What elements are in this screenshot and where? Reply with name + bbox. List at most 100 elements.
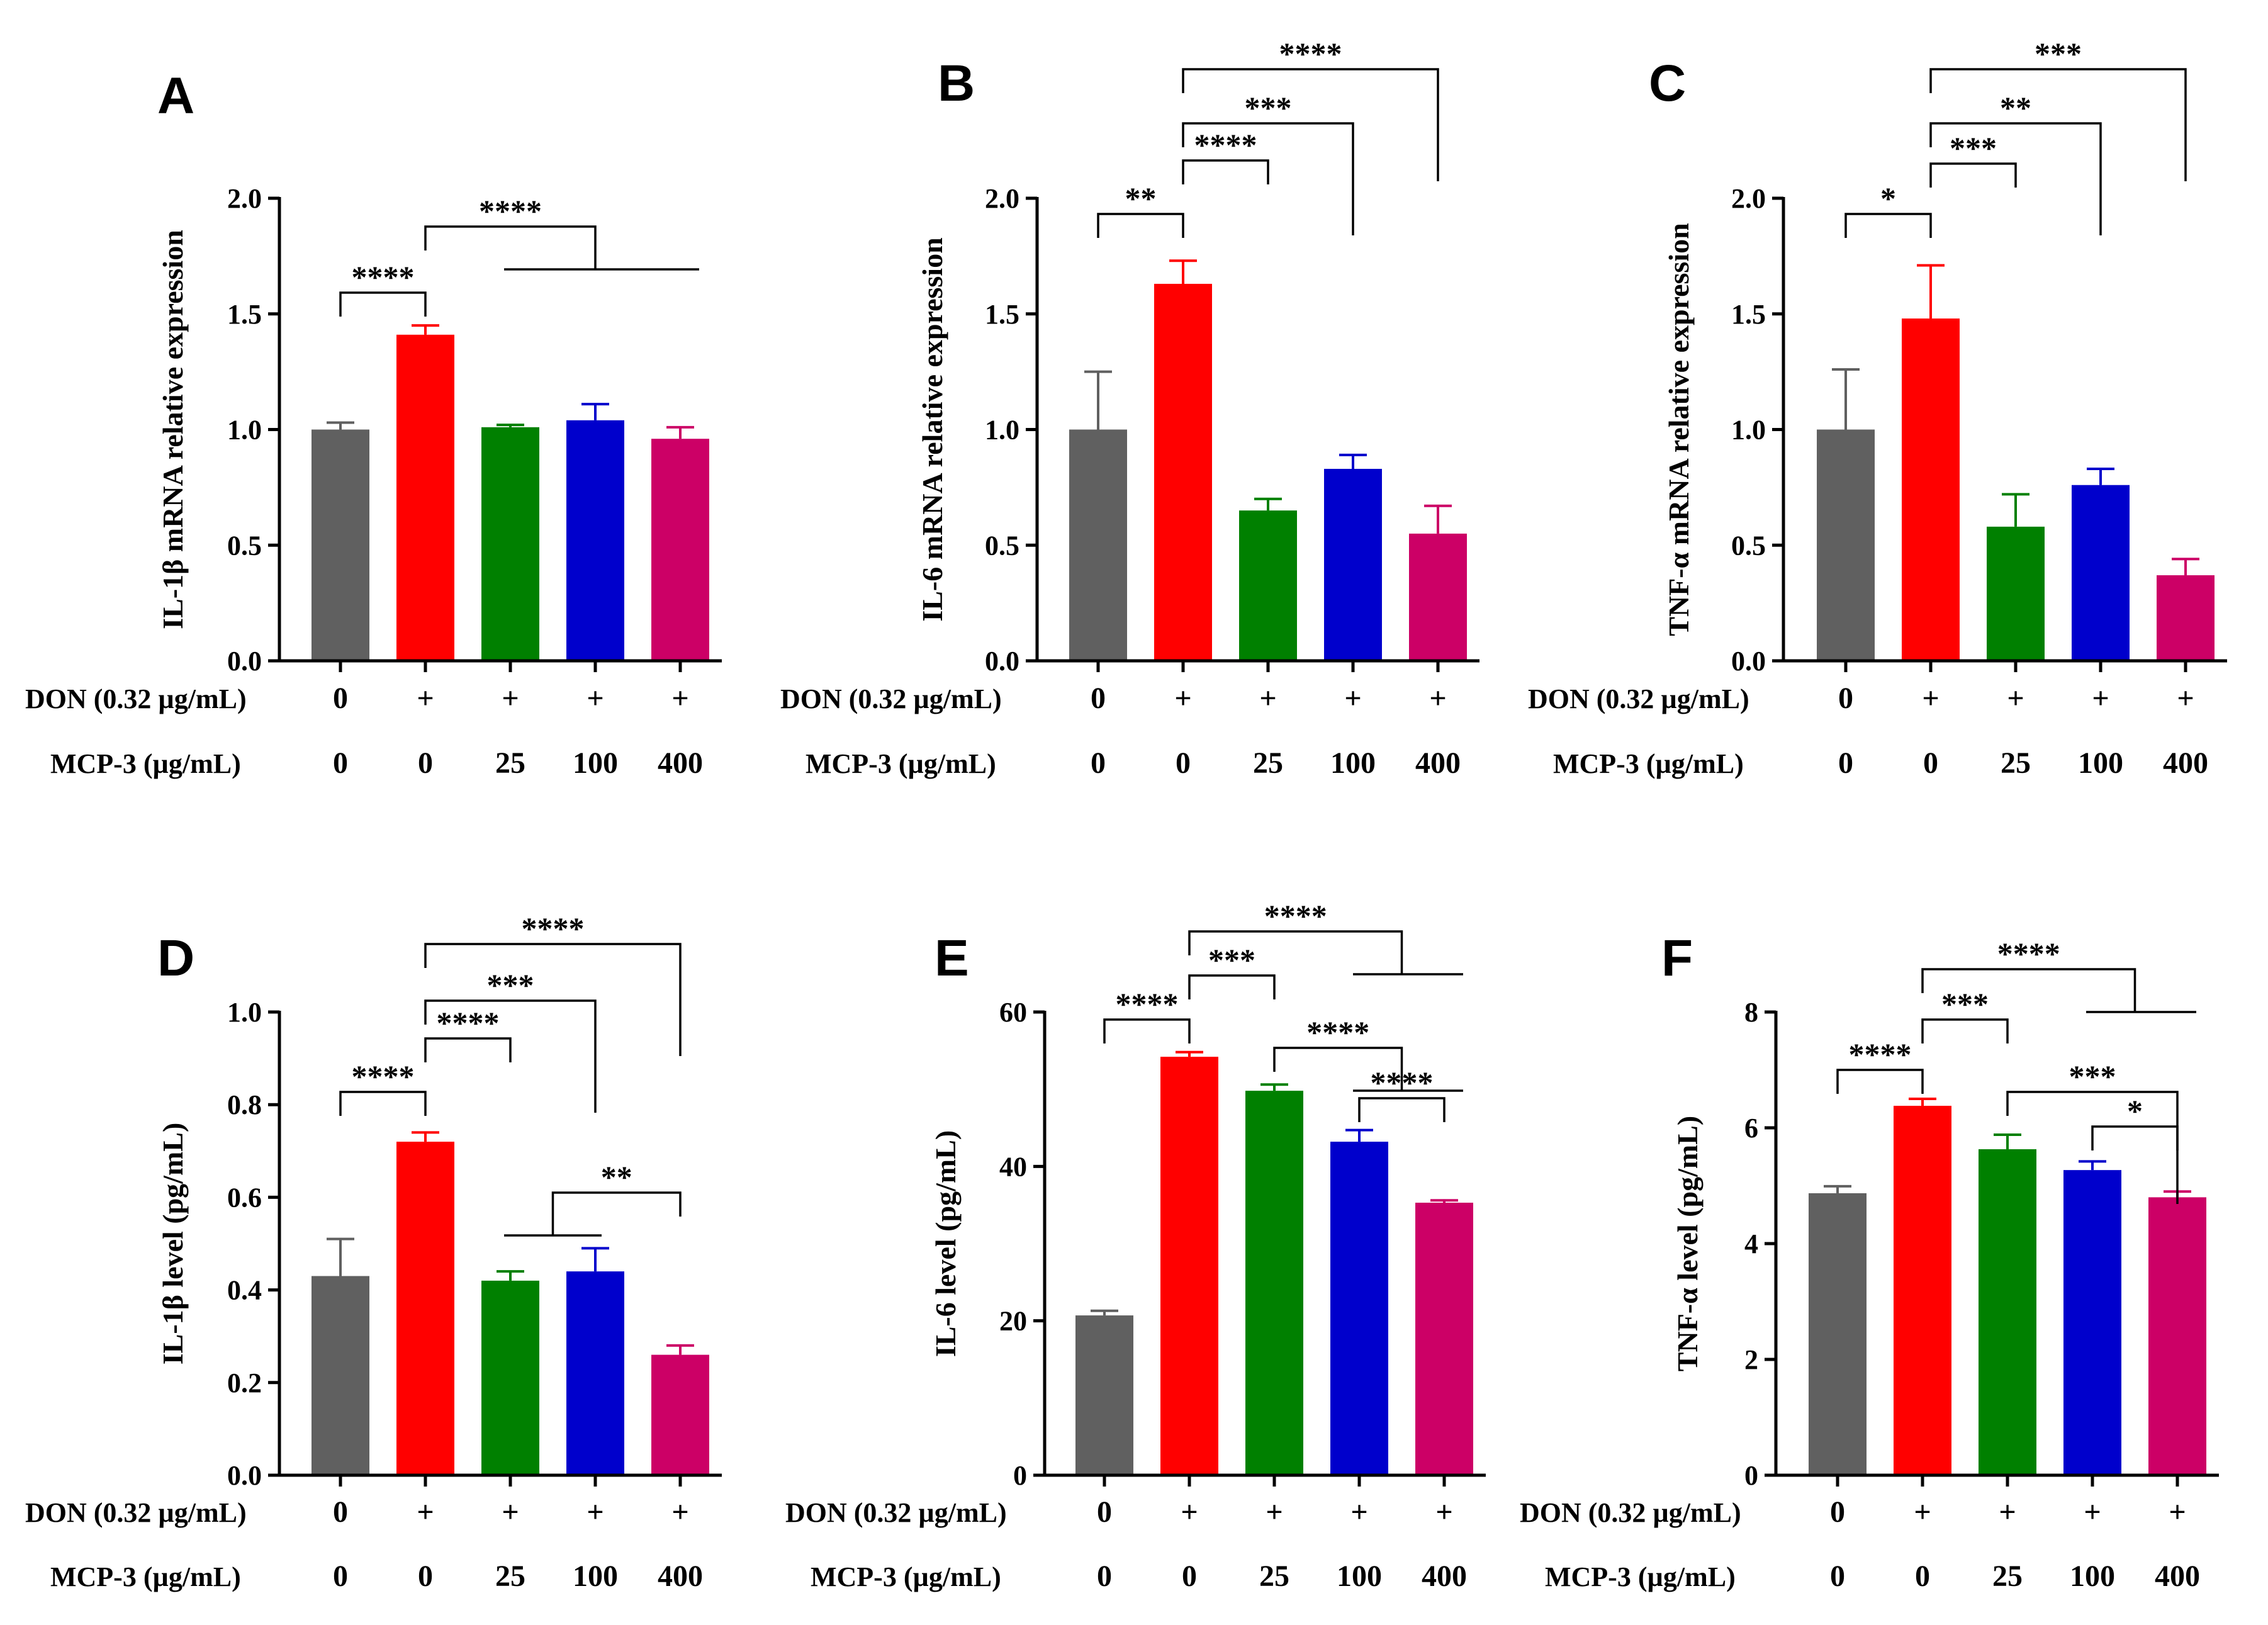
- don-value: +: [1181, 1495, 1198, 1529]
- don-value: +: [417, 1495, 434, 1529]
- bracket-line: [1182, 68, 1439, 181]
- bracket-line: [1182, 122, 1354, 235]
- don-value: +: [587, 682, 603, 715]
- mcp-value: 100: [2078, 746, 2123, 780]
- bar-b-4: [1409, 533, 1467, 661]
- bar-d-1: [396, 1142, 454, 1475]
- don-value: +: [502, 682, 519, 715]
- mcp-value: 0: [418, 1560, 433, 1593]
- bracket-line: [1929, 68, 2187, 181]
- y-tick-label: 0.2: [227, 1368, 262, 1398]
- mcp-value: 0: [1915, 1560, 1930, 1593]
- bar-a-4: [651, 439, 709, 661]
- bracket-line: [1929, 122, 2102, 235]
- y-tick-label: 0.8: [227, 1089, 262, 1120]
- panel-letter: B: [938, 55, 975, 112]
- don-value: 0: [1091, 682, 1106, 715]
- don-value: +: [1435, 1495, 1452, 1529]
- bar-c-4: [2157, 575, 2215, 661]
- significance-label: ****: [1997, 936, 2060, 971]
- y-tick-label: 40: [999, 1151, 1027, 1182]
- mcp-value: 0: [1176, 746, 1191, 780]
- bracket-line: [1103, 1018, 1191, 1043]
- don-row-label: DON (0.32 µg/mL): [25, 683, 247, 714]
- don-value: 0: [1830, 1495, 1845, 1529]
- y-axis-title: TNF-α level (pg/mL): [1671, 1116, 1704, 1371]
- mcp-value: 100: [2070, 1560, 2115, 1593]
- y-tick-label: 2.0: [1731, 183, 1766, 214]
- mcp-row-label: MCP-3 (µg/mL): [1553, 748, 1744, 779]
- mcp-value: 0: [1182, 1560, 1197, 1593]
- significance-label: **: [1125, 181, 1157, 216]
- significance-brackets: **** ****: [339, 193, 699, 317]
- bar-d-4: [651, 1354, 709, 1475]
- significance-label: ****: [1371, 1065, 1434, 1100]
- bracket-line: [1188, 930, 1403, 974]
- bar-c-3: [2072, 485, 2130, 661]
- don-value: +: [1429, 682, 1446, 715]
- significance-brackets: *********: [1844, 36, 2187, 238]
- significance-label: ****: [1306, 1015, 1369, 1050]
- bracket-line: [1358, 1097, 1446, 1122]
- significance-label: ***: [1208, 942, 1255, 977]
- bracket-line: [424, 1037, 512, 1062]
- mcp-value: 100: [573, 1560, 618, 1593]
- y-tick-label: 0.0: [227, 646, 262, 677]
- significance-label: ****: [1194, 127, 1257, 162]
- significance-label: ****: [437, 1005, 500, 1040]
- significance-label: ***: [2035, 36, 2082, 71]
- bracket-line: [1921, 968, 2136, 1012]
- don-value: +: [1922, 682, 1939, 715]
- y-tick-label: 0: [1013, 1460, 1027, 1491]
- mcp-value: 400: [2163, 746, 2208, 780]
- bracket-line: [1921, 1018, 2009, 1043]
- y-tick-label: 2.0: [985, 183, 1019, 214]
- y-tick-label: 1.0: [227, 997, 262, 1028]
- y-tick-label: 0.5: [1731, 530, 1766, 561]
- mcp-value: 100: [573, 746, 618, 780]
- bar-f-0: [1809, 1193, 1867, 1475]
- don-value: +: [2084, 1495, 2101, 1529]
- don-value: +: [2092, 682, 2109, 715]
- significance-label: **: [601, 1159, 632, 1195]
- bar-f-1: [1894, 1106, 1951, 1475]
- bar-e-2: [1245, 1091, 1303, 1475]
- bracket-line: [424, 943, 682, 1056]
- mcp-value: 400: [2155, 1560, 2200, 1593]
- don-value: +: [1259, 682, 1276, 715]
- significance-label: *: [2127, 1093, 2143, 1128]
- mcp-value: 25: [1253, 746, 1283, 780]
- bar-a-0: [312, 429, 369, 661]
- don-value: +: [417, 682, 434, 715]
- mcp-row-label: MCP-3 (µg/mL): [50, 748, 241, 779]
- bracket-line: [1188, 974, 1276, 999]
- y-tick-label: 6: [1744, 1113, 1758, 1144]
- panel-letter: D: [157, 930, 194, 987]
- mcp-value: 400: [1422, 1560, 1467, 1593]
- significance-brackets: *******************: [1103, 898, 1463, 1122]
- significance-brackets: *************: [1097, 36, 1439, 238]
- y-tick-label: 0.0: [227, 1460, 262, 1491]
- bar-c-2: [1987, 526, 2045, 661]
- bar-d-2: [481, 1280, 539, 1475]
- significance-label: ****: [479, 193, 542, 228]
- don-value: +: [1999, 1495, 2016, 1529]
- bar-f-3: [2063, 1170, 2121, 1475]
- don-value: +: [1266, 1495, 1283, 1529]
- don-value: +: [2007, 682, 2024, 715]
- mcp-value: 0: [418, 746, 433, 780]
- don-value: +: [502, 1495, 519, 1529]
- mcp-value: 25: [495, 1560, 525, 1593]
- bar-e-0: [1075, 1315, 1133, 1475]
- y-tick-label: 4: [1744, 1229, 1758, 1259]
- mcp-value: 0: [1097, 1560, 1112, 1593]
- bar-f-4: [2148, 1197, 2206, 1475]
- panel-a: A 0.0 0.5 1.0 1.5 2.0 IL-1β mRNA relative expr…: [25, 67, 722, 780]
- significance-label: ****: [352, 259, 415, 295]
- significance-brackets: *****************: [339, 911, 682, 1237]
- bar-a-3: [566, 420, 624, 661]
- y-axis-title: IL-6 mRNA relative expression: [916, 237, 948, 621]
- panel-letter: F: [1661, 930, 1693, 987]
- don-row-label: DON (0.32 µg/mL): [780, 683, 1002, 714]
